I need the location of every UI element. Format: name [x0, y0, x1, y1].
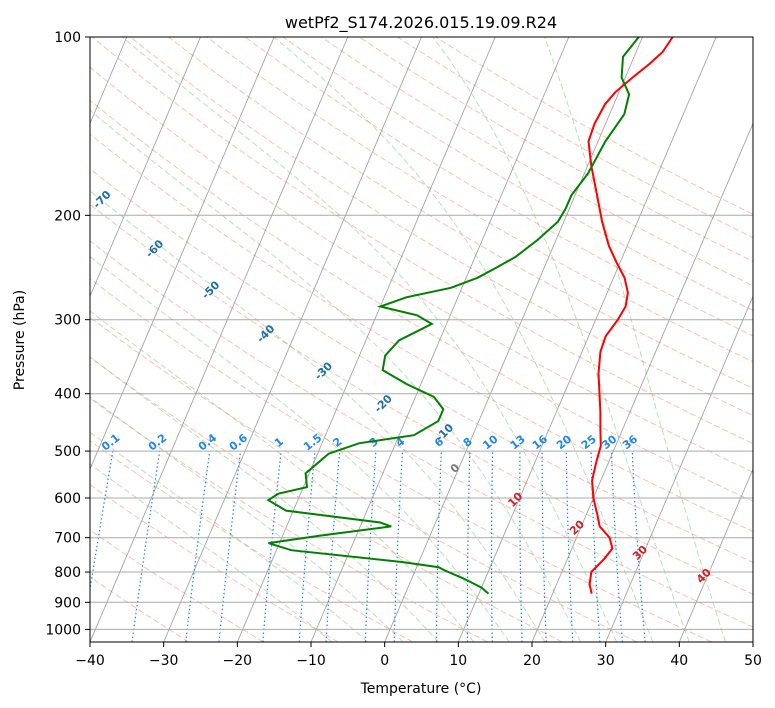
isotherm: [678, 467, 753, 642]
y-tick-label: 200: [54, 208, 81, 224]
dry-adiabat: [90, 168, 753, 563]
reference-lines: [90, 37, 753, 642]
dry-adiabat: [90, 316, 638, 642]
axes: −40 −30 −20 −10 0 10 20 30 40 50 100 200 300 400 500 60…: [45, 30, 762, 669]
y-tick-label: 500: [54, 444, 81, 460]
mixing-ratio-line: [631, 451, 646, 642]
dry-adiabat: [282, 37, 753, 312]
plot-area: [90, 37, 753, 642]
isotherm: [531, 122, 753, 642]
temperature-profile: [587, 37, 674, 594]
moist-adiabat: [90, 463, 333, 642]
dry-adiabat: [90, 66, 753, 473]
isotherm: [90, 37, 201, 298]
plot-frame: [89, 36, 754, 643]
x-tick-label: 0: [380, 653, 389, 669]
y-axis-label: Pressure (hPa): [12, 290, 28, 390]
moist-adiabat: [273, 37, 654, 642]
x-tick-label: 50: [744, 653, 762, 669]
x-tick-label: −40: [75, 653, 105, 669]
y-tick-label: 400: [54, 387, 81, 403]
y-tick-label: 800: [54, 565, 81, 581]
x-tick-label: −20: [223, 653, 253, 669]
x-tick-label: 30: [597, 653, 615, 669]
x-tick-label: 40: [670, 653, 688, 669]
y-tick-label: 600: [54, 491, 81, 507]
x-tick-label: 20: [523, 653, 541, 669]
profiles: [266, 37, 674, 595]
moist-adiabat: [121, 37, 618, 642]
moist-adiabat: [90, 396, 404, 642]
isotherm: [310, 37, 570, 642]
mixing-ratio-line: [298, 451, 316, 642]
isotherm: [90, 37, 275, 471]
mixing-ratio-line: [218, 451, 242, 642]
isotherm: [457, 37, 717, 642]
dry-adiabat: [206, 37, 753, 363]
mixing-ratio-line: [185, 451, 211, 642]
chart-title: wetPf2_S174.2026.015.19.09.R24: [285, 13, 557, 33]
y-tick-label: 100: [54, 30, 81, 46]
x-axis-label: Temperature (°C): [360, 681, 482, 697]
dewpoint-profile: [266, 37, 640, 595]
y-tick-label: 700: [54, 531, 81, 547]
dry-adiabat: [130, 37, 753, 417]
dry-adiabat: [90, 240, 753, 628]
x-tick-label: −10: [296, 653, 326, 669]
moist-adiabat: [90, 356, 439, 642]
dry-adiabat: [90, 576, 190, 642]
moist-adiabat: [90, 255, 510, 642]
moist-adiabat: [90, 431, 369, 642]
dry-adiabat: [90, 397, 488, 642]
x-tick-label: −30: [149, 653, 179, 669]
y-tick-label: 900: [54, 595, 81, 611]
dry-adiabat: [90, 356, 563, 642]
isotherm: [163, 37, 422, 642]
isotherm: [605, 295, 753, 642]
dry-adiabat: [90, 203, 753, 595]
x-tick-label: 10: [449, 653, 467, 669]
moist-adiabat: [90, 190, 546, 642]
dry-adiabat: [90, 483, 339, 642]
moist-adiabat: [432, 37, 690, 642]
y-tick-label: 300: [54, 313, 81, 329]
isotherm: [384, 37, 643, 642]
moist-adiabat: [90, 109, 582, 642]
moist-adiabat: [90, 310, 475, 642]
y-tick-label: 1000: [45, 622, 81, 638]
dry-adiabat: [90, 133, 753, 533]
isotherm: [90, 37, 349, 642]
